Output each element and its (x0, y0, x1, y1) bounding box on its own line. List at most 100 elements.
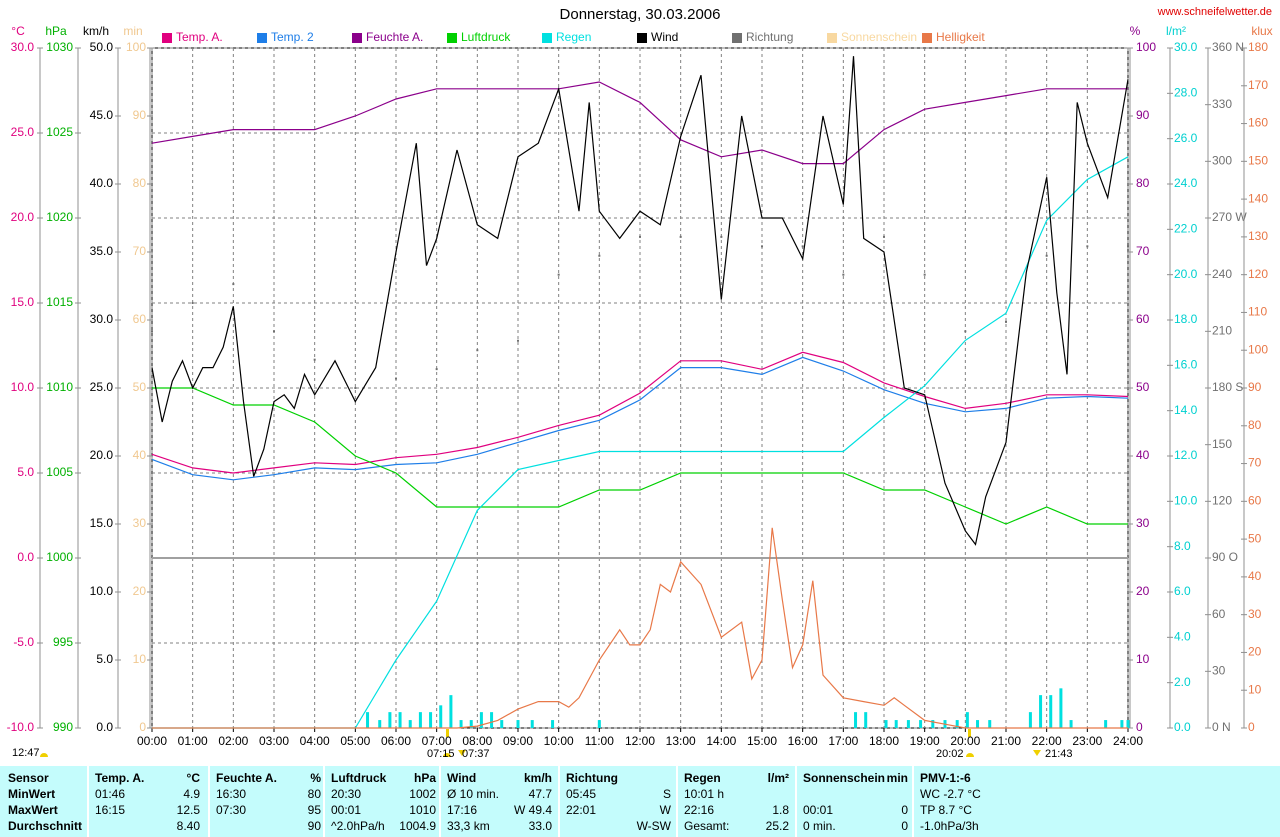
rain-bar (459, 720, 463, 728)
y-tick-label: 140 (1248, 191, 1268, 205)
cell: W (659, 803, 671, 817)
direction-dot (761, 245, 763, 248)
x-tick-label: 00:00 (137, 734, 167, 748)
rain-bar (388, 712, 392, 728)
cell: 22:01 (566, 803, 597, 817)
separator (795, 766, 797, 837)
axis-unit: km/h (83, 24, 109, 38)
series-line (152, 527, 1128, 729)
cell: 25.2 (765, 819, 789, 833)
legend-swatch (257, 33, 267, 43)
y-tick-label: 26.0 (1174, 131, 1198, 145)
y-tick-label: 40 (133, 448, 147, 462)
sun-icon (966, 753, 974, 757)
direction-dot (1086, 245, 1089, 248)
rain-bar (1120, 720, 1124, 728)
y-tick-label: 10.0 (1174, 494, 1198, 508)
y-tick-label: 0 (1136, 720, 1143, 734)
group-header: Regen (684, 771, 721, 785)
direction-dot (598, 254, 601, 257)
direction-dot (557, 273, 560, 276)
x-tick-label: 05:00 (340, 734, 370, 748)
rain-bar (1039, 695, 1043, 728)
x-tick-label: 13:00 (666, 734, 696, 748)
row-label: Durchschnitt (8, 819, 83, 833)
x-tick-label: 01:00 (178, 734, 208, 748)
y-tick-label: 20 (1248, 645, 1262, 659)
annotation: 21:43 (1045, 748, 1073, 760)
y-tick-label: 15.0 (90, 516, 114, 530)
y-tick-label: 70 (1136, 244, 1150, 258)
y-tick-label: 180 S (1212, 380, 1243, 394)
group-header: Richtung (566, 771, 618, 785)
rain-bar (1049, 695, 1053, 728)
rain-bar (408, 720, 412, 728)
y-tick-label: 25.0 (90, 380, 114, 394)
x-tick-label: 19:00 (910, 734, 940, 748)
cell: 16:15 (95, 803, 126, 817)
y-tick-label: 160 (1248, 116, 1268, 130)
y-tick-label: 240 (1212, 267, 1232, 281)
rain-bar (1069, 720, 1073, 728)
direction-dot (151, 330, 153, 333)
y-tick-label: 28.0 (1174, 86, 1198, 100)
sun-icon (40, 753, 48, 757)
axis-unit: min (123, 24, 142, 38)
cell: 00:01 (803, 803, 834, 817)
cell: 47.7 (528, 787, 552, 801)
rain-bar (551, 720, 555, 728)
rain-bar (597, 720, 601, 728)
direction-dot (923, 273, 926, 276)
cell: 1002 (409, 787, 436, 801)
y-tick-label: 1000 (46, 550, 73, 564)
x-tick-label: 02:00 (218, 734, 248, 748)
rain-bar (906, 720, 910, 728)
grid (151, 47, 1129, 729)
rain-bar (955, 720, 959, 728)
x-tick-label: 22:00 (1032, 734, 1062, 748)
direction-dot (191, 302, 194, 304)
y-tick-label: 20 (133, 584, 147, 598)
cell: W 49.4 (513, 803, 552, 817)
y-tick-label: 0.0 (1174, 720, 1191, 734)
group-header: Luftdruck (331, 771, 387, 785)
direction-dot (395, 377, 397, 380)
cell: 0 min. (803, 819, 836, 833)
rain-bar (976, 720, 980, 728)
legend-label: Helligkeit (936, 30, 985, 44)
y-tick-label: 80 (1136, 176, 1150, 190)
y-tick-label: 30 (1136, 516, 1150, 530)
group-unit: hPa (413, 771, 436, 785)
group-unit: min (886, 771, 908, 785)
y-tick-label: 70 (133, 244, 147, 258)
y-tick-label: 30 (1248, 607, 1262, 621)
y-tick-label: 90 (133, 108, 147, 122)
rain-bar (418, 712, 422, 728)
sun-icon (443, 753, 451, 757)
y-tick-label: 12.0 (1174, 448, 1198, 462)
y-tick-label: 90 (1248, 380, 1262, 394)
rain-bar (1104, 720, 1108, 728)
x-tick-label: 06:00 (381, 734, 411, 748)
legend-label: Regen (556, 30, 591, 44)
rain-bar (988, 720, 992, 728)
direction-dot (964, 330, 967, 333)
y-tick-label: 120 (1212, 494, 1232, 508)
direction-dot (1127, 245, 1129, 248)
cell: Ø 10 min. (447, 787, 500, 801)
y-tick-label: 16.0 (1174, 358, 1198, 372)
cell: TP 8.7 °C (920, 803, 972, 817)
direction-dot (883, 235, 885, 238)
cell: 90 (307, 819, 321, 833)
y-tick-label: 10.0 (11, 380, 35, 394)
legend-swatch (447, 33, 457, 43)
direction-dot (435, 368, 438, 371)
y-tick-label: 0.0 (96, 720, 113, 734)
cell: WC -2.7 °C (920, 787, 981, 801)
y-tick-label: 60 (1248, 494, 1262, 508)
y-tick-label: 50 (1248, 531, 1262, 545)
y-tick-label: 1010 (46, 380, 73, 394)
rain-bar (378, 720, 382, 728)
cell: 17:16 (447, 803, 478, 817)
y-tick-label: 20.0 (11, 210, 35, 224)
